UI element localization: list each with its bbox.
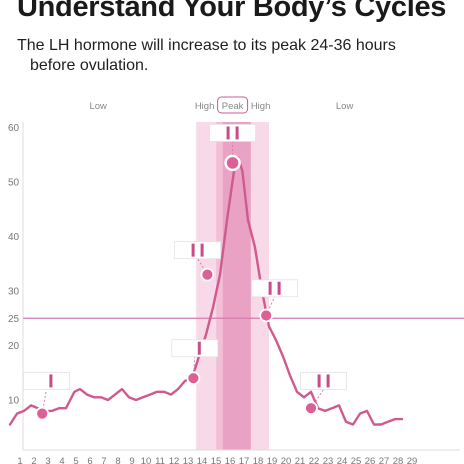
- zone-labels: Low High Peak High Low: [89, 96, 354, 114]
- zone-label-high: High: [251, 101, 271, 112]
- marker-group: [300, 372, 348, 416]
- x-tick-label: 13: [183, 456, 194, 464]
- marker-group: [251, 279, 299, 323]
- subtitle-line-1: The LH hormone will increase to its peak…: [17, 37, 396, 54]
- test-strip: [171, 339, 219, 358]
- x-tick-label: 14: [197, 456, 208, 464]
- x-tick-label: 3: [45, 456, 50, 464]
- y-tick-label: 25: [8, 314, 20, 325]
- test-strip: [174, 241, 222, 260]
- lh-curve-line: [8, 156, 404, 426]
- test-strip-line: [200, 243, 204, 257]
- test-strip: [251, 279, 299, 298]
- x-tick-label: 17: [239, 456, 250, 464]
- x-tick-label: 2: [31, 456, 36, 464]
- x-tick-label: 23: [323, 456, 334, 464]
- x-tick-label: 7: [101, 456, 106, 464]
- y-tick-label: 40: [8, 232, 20, 243]
- x-tick-label: 29: [407, 456, 418, 464]
- x-tick-label: 18: [253, 456, 264, 464]
- x-tick-label: 1: [17, 456, 22, 464]
- x-tick-label: 11: [155, 456, 165, 464]
- x-tick-label: 25: [351, 456, 362, 464]
- x-tick-label: 24: [337, 456, 348, 464]
- marker-group: [209, 124, 257, 172]
- data-point-marker: [304, 401, 318, 416]
- y-tick-label: 10: [8, 396, 20, 407]
- data-point-marker: [259, 308, 274, 323]
- x-tick-label: 27: [379, 456, 390, 464]
- y-tick-label: 50: [8, 178, 20, 189]
- marker-group: [22, 372, 70, 421]
- x-tick-label: 21: [295, 456, 306, 464]
- y-tick-label: 60: [8, 123, 20, 134]
- data-point-marker: [186, 371, 201, 386]
- y-tick-label: 20: [8, 341, 20, 352]
- test-strip: [209, 124, 257, 142]
- x-tick-label: 9: [129, 456, 134, 464]
- zone-label-low: Low: [336, 101, 354, 112]
- zone-label-high: High: [195, 101, 215, 112]
- test-strip-line: [226, 126, 230, 140]
- data-point-marker: [224, 154, 241, 172]
- test-markers: [22, 124, 348, 421]
- marker-group: [171, 339, 219, 386]
- page-subtitle: The LH hormone will increase to its peak…: [17, 36, 457, 76]
- lh-curve: [8, 156, 404, 426]
- test-strip-line: [268, 281, 272, 295]
- marker-group: [174, 241, 222, 282]
- data-point-marker: [35, 406, 50, 421]
- x-tick-label: 15: [211, 456, 222, 464]
- data-point-marker: [200, 267, 215, 282]
- y-tick-label: 30: [8, 287, 20, 298]
- test-strip-line: [49, 374, 53, 388]
- marker-connector: [192, 356, 196, 379]
- test-strip-line: [326, 374, 330, 388]
- test-strip: [300, 372, 348, 390]
- x-tick-label: 5: [73, 456, 78, 464]
- marker-connector: [265, 296, 276, 316]
- x-tick-label: 4: [59, 456, 64, 464]
- x-tick-label: 12: [169, 456, 180, 464]
- x-tick-label: 28: [393, 456, 404, 464]
- x-tick-label: 6: [87, 456, 92, 464]
- x-tick-label: 20: [281, 456, 292, 464]
- x-tick-label: 22: [309, 456, 320, 464]
- test-strip-line: [191, 243, 195, 257]
- test-strip-line: [197, 341, 201, 355]
- test-strip-line: [277, 281, 281, 295]
- x-tick-label: 8: [115, 456, 120, 464]
- marker-connector: [197, 258, 208, 275]
- test-strip-line: [235, 126, 239, 140]
- subtitle-line-2: before ovulation.: [30, 57, 149, 74]
- page-title: Understand Your Body’s Cycles: [17, 0, 447, 23]
- test-strip: [22, 372, 70, 390]
- test-strip-line: [317, 374, 321, 388]
- x-tick-label: 19: [267, 456, 278, 464]
- zone-label-peak: Peak: [222, 101, 244, 112]
- x-tick-label: 16: [225, 456, 236, 464]
- x-tick-label: 10: [141, 456, 152, 464]
- peak-label-box: [217, 96, 249, 114]
- x-tick-label: 26: [365, 456, 376, 464]
- zone-label-low: Low: [89, 101, 107, 112]
- peak-band: [222, 122, 251, 450]
